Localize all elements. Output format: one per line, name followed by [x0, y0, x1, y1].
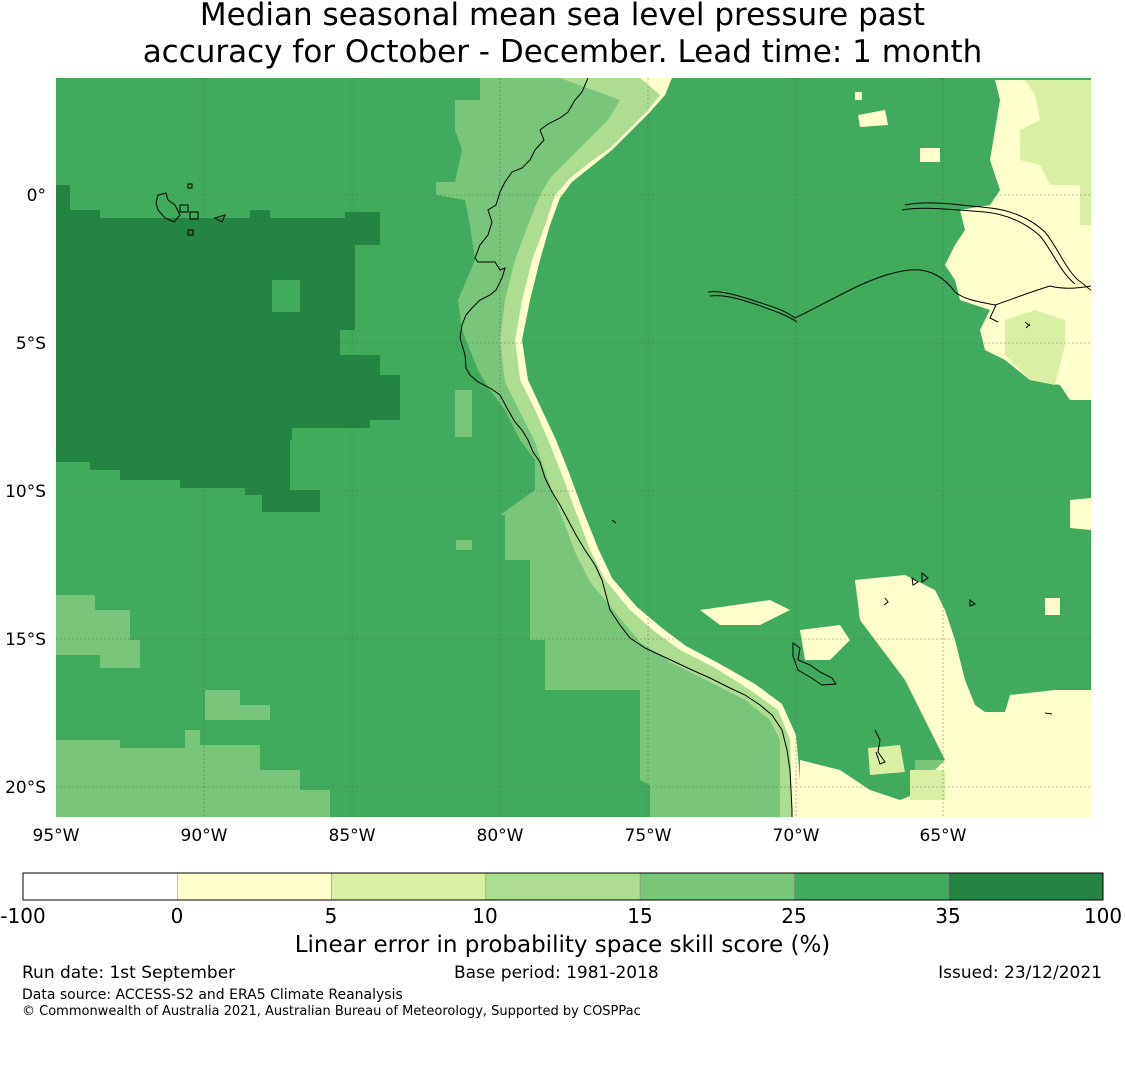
lat-labels: 0° 5°S 10°S 15°S 20°S [5, 186, 46, 798]
coastline [459, 78, 1091, 817]
run-date: Run date: 1st September [22, 963, 236, 983]
title-line-1: Median seasonal mean sea level pressure … [199, 0, 926, 33]
colorbar: -100 0 5 10 15 25 35 100 [0, 872, 1122, 928]
patch-skill-15-25-spot2 [456, 540, 472, 550]
land-skill-0-5-patch2 [800, 625, 850, 660]
land-skill-0-5-southeast [800, 575, 1091, 817]
colorbar-swatch [794, 872, 949, 901]
colorbar-swatch [177, 872, 332, 901]
colorbar-tick-0: 0 [171, 904, 184, 928]
land-skill-5-10-east [1005, 310, 1065, 385]
patch-skill-15-25-mid [205, 690, 270, 720]
colorbar-swatch [22, 872, 178, 901]
lon-labels: 95°W 90°W 85°W 80°W 75°W 70°W 65°W [33, 826, 967, 846]
lat-label-15s: 15°S [5, 630, 46, 650]
colorbar-outline [22, 872, 1104, 901]
issued-date: Issued: 23/12/2021 [938, 963, 1102, 983]
lon-label-85w: 85°W [329, 826, 376, 846]
lon-label-70w: 70°W [773, 826, 820, 846]
lon-label-80w: 80°W [477, 826, 524, 846]
colorbar-tick-100: 100 [1084, 904, 1122, 928]
colorbar-swatch [485, 872, 641, 901]
colorbar-swatch [639, 872, 795, 901]
patch-skill-15-25-west [56, 595, 140, 668]
lon-label-75w: 75°W [625, 826, 672, 846]
skill-score-map [56, 78, 1091, 817]
lat-label-0: 0° [27, 186, 46, 206]
colorbar-tick-neg100: -100 [0, 904, 45, 928]
land-skill-5-10-south-spot [868, 745, 905, 775]
lat-label-20s: 20°S [5, 778, 46, 798]
colorbar-tick-15: 15 [627, 904, 652, 928]
land-skill-0-5-north-spot2 [920, 148, 940, 162]
title-line-2: accuracy for October - December. Lead ti… [142, 34, 983, 70]
coastal-skill-15-25 [436, 78, 795, 817]
colorbar-tick-35: 35 [935, 904, 960, 928]
lat-label-5s: 5°S [16, 334, 46, 354]
lon-label-95w: 95°W [33, 826, 80, 846]
colorbar-swatch [331, 872, 487, 901]
colorbar-tick-5: 5 [325, 904, 338, 928]
ocean-skill-25-35-patch [272, 280, 300, 312]
land-skill-5-10-northeast [1020, 80, 1091, 225]
graticule [56, 78, 1091, 817]
land-skill-0-5-patch3 [1045, 598, 1060, 615]
colorbar-label: Linear error in probability space skill … [294, 932, 831, 958]
lon-label-90w: 90°W [181, 826, 228, 846]
land-skill-5-10-south-spot2 [910, 770, 945, 800]
patch-skill-15-25-south [56, 730, 330, 817]
lat-label-10s: 10°S [5, 482, 46, 502]
land-skill-0-5-north-spot3 [855, 92, 862, 100]
colorbar-tick-10: 10 [472, 904, 497, 928]
land-skill-0-5-patch4 [1070, 498, 1091, 530]
colorbar-tick-25: 25 [781, 904, 806, 928]
land-skill-0-5-coast-patch [700, 600, 790, 625]
patch-skill-15-25-spot1 [455, 390, 472, 437]
lon-label-65w: 65°W [920, 826, 967, 846]
ocean-skill-35-100 [56, 185, 400, 512]
base-period: Base period: 1981-2018 [454, 963, 659, 983]
copyright: © Commonwealth of Australia 2021, Austra… [22, 1004, 641, 1019]
land-skill-0-5-north-spot1 [858, 110, 888, 127]
colorbar-swatch [948, 872, 1104, 901]
galapagos-islands [155, 183, 226, 236]
data-source: Data source: ACCESS-S2 and ERA5 Climate … [22, 987, 403, 1003]
